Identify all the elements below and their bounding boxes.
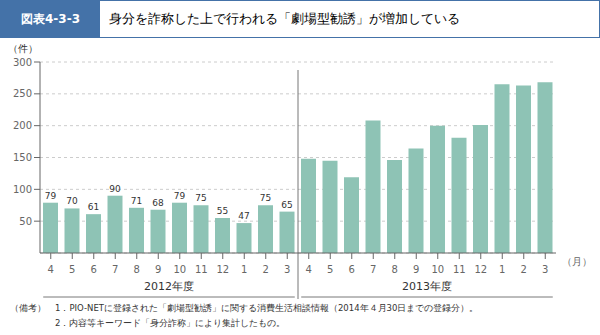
svg-text:61: 61 bbox=[88, 202, 99, 212]
svg-text:75: 75 bbox=[260, 193, 271, 203]
svg-text:1: 1 bbox=[241, 264, 247, 275]
svg-text:（月）: （月） bbox=[562, 256, 592, 267]
svg-text:250: 250 bbox=[13, 88, 32, 99]
svg-text:4: 4 bbox=[306, 264, 312, 275]
svg-text:2: 2 bbox=[263, 264, 269, 275]
svg-text:70: 70 bbox=[66, 196, 78, 206]
svg-text:7: 7 bbox=[370, 264, 376, 275]
svg-text:65: 65 bbox=[281, 200, 292, 210]
svg-text:200: 200 bbox=[13, 120, 32, 131]
svg-text:150: 150 bbox=[13, 152, 32, 163]
svg-text:2012年度: 2012年度 bbox=[144, 280, 194, 293]
svg-text:55: 55 bbox=[217, 206, 228, 216]
svg-text:4: 4 bbox=[48, 264, 54, 275]
svg-text:3: 3 bbox=[284, 264, 290, 275]
html-text:（備考） 1．PIO-NETに登録された「劇場型勧誘」に関す: （備考） 1．PIO-NETに登録された「劇場型勧誘」に関する消費生活相談情報（… bbox=[10, 303, 479, 313]
svg-text:5: 5 bbox=[69, 264, 75, 275]
svg-text:79: 79 bbox=[174, 191, 186, 201]
svg-text:11: 11 bbox=[453, 264, 466, 275]
svg-text:50: 50 bbox=[19, 216, 32, 227]
svg-text:8: 8 bbox=[134, 264, 140, 275]
svg-text:1: 1 bbox=[499, 264, 505, 275]
svg-text:100: 100 bbox=[13, 184, 32, 195]
svg-text:7: 7 bbox=[112, 264, 118, 275]
svg-text:3: 3 bbox=[542, 264, 548, 275]
svg-text:71: 71 bbox=[131, 196, 142, 206]
svg-text:9: 9 bbox=[413, 264, 419, 275]
svg-text:6: 6 bbox=[91, 264, 97, 275]
svg-text:9: 9 bbox=[155, 264, 161, 275]
svg-text:6: 6 bbox=[349, 264, 355, 275]
svg-text:2013年度: 2013年度 bbox=[402, 280, 452, 293]
svg-text:12: 12 bbox=[474, 264, 487, 275]
svg-text:10: 10 bbox=[173, 264, 186, 275]
svg-text:47: 47 bbox=[238, 211, 249, 221]
svg-text:300: 300 bbox=[13, 57, 32, 68]
svg-text:79: 79 bbox=[45, 191, 57, 201]
html-text:身分を詐称した上で行われる「劇場型勧誘」が増加している: 身分を詐称した上で行われる「劇場型勧誘」が増加している bbox=[109, 11, 460, 26]
svg-text:90: 90 bbox=[109, 184, 121, 194]
html-text:図表4-3-3: 図表4-3-3 bbox=[21, 11, 80, 26]
svg-text:11: 11 bbox=[195, 264, 208, 275]
svg-text:12: 12 bbox=[216, 264, 229, 275]
svg-text:68: 68 bbox=[152, 198, 164, 208]
svg-text:5: 5 bbox=[327, 264, 333, 275]
svg-text:2: 2 bbox=[521, 264, 527, 275]
svg-text:8: 8 bbox=[392, 264, 398, 275]
html-text:（件）: （件） bbox=[8, 43, 38, 54]
svg-text:75: 75 bbox=[195, 193, 206, 203]
svg-text:10: 10 bbox=[431, 264, 444, 275]
html-text:2．内容等キーワード「身分詐称」により集計したもの。: 2．内容等キーワード「身分詐称」により集計したもの。 bbox=[10, 318, 286, 328]
